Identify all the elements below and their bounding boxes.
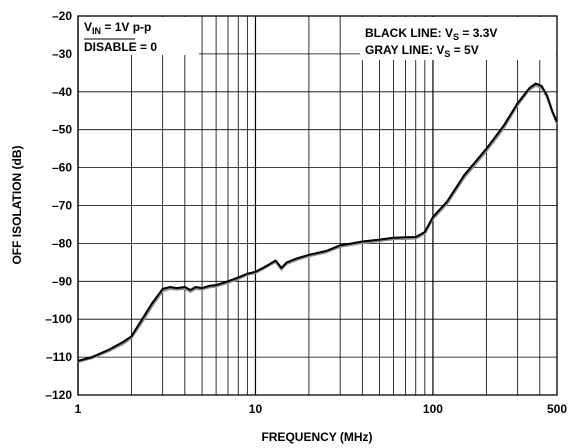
- vin-annotation: VIN = 1V p-p: [84, 20, 151, 36]
- disable-annotation: DISABLE = 0: [84, 40, 157, 54]
- y-tick-label: –50: [52, 123, 72, 137]
- disable-label-rest: = 0: [137, 40, 158, 54]
- plot-frame: [77, 15, 558, 396]
- y-tick-label: –120: [45, 388, 72, 402]
- y-tick-label: –80: [52, 236, 72, 250]
- black-label-rest: = 3.3V: [459, 26, 497, 40]
- grid: [77, 15, 558, 396]
- x-tick-label: 10: [249, 402, 263, 416]
- gray-label-main: GRAY LINE: V: [365, 43, 444, 57]
- y-tick-label: –30: [52, 47, 72, 61]
- x-tick-label: 500: [547, 402, 567, 416]
- y-axis-title: OFF ISOLATION (dB): [10, 145, 24, 264]
- y-tick-label: –110: [46, 350, 72, 364]
- y-tick-label: –90: [52, 274, 72, 288]
- vin-label-sub: IN: [92, 26, 101, 36]
- tick-labels: 1 10 100 500 –20 –30 –40 –50 –60 –70 –80 –90 –100 –11…: [45, 9, 567, 416]
- gray-line-annotation: GRAY LINE: VS = 5V: [365, 43, 479, 59]
- vin-label-main: V: [84, 20, 92, 34]
- black-line-annotation: BLACK LINE: VS = 3.3V: [365, 26, 497, 42]
- vin-label-rest: = 1V p-p: [101, 20, 151, 34]
- y-tick-label: –100: [45, 312, 72, 326]
- black-label-main: BLACK LINE: V: [365, 26, 453, 40]
- y-tick-label: –40: [52, 85, 72, 99]
- y-tick-label: –20: [52, 9, 72, 23]
- gray-label-rest: = 5V: [450, 43, 478, 57]
- annotation-box-left: [79, 17, 199, 55]
- disable-label-bar: DISABLE: [84, 40, 137, 54]
- gray-label-sub: S: [444, 49, 450, 59]
- x-axis-title: FREQUENCY (MHz): [261, 430, 372, 444]
- annotation-box-right: [360, 17, 556, 60]
- x-tick-label: 100: [423, 402, 443, 416]
- y-tick-label: –60: [52, 161, 72, 175]
- series-line-gray: [77, 84, 558, 363]
- black-label-sub: S: [453, 32, 459, 42]
- series-line-black: [77, 82, 558, 362]
- x-tick-label: 1: [75, 402, 82, 416]
- y-tick-label: –70: [52, 199, 72, 213]
- series-layer: [77, 82, 558, 363]
